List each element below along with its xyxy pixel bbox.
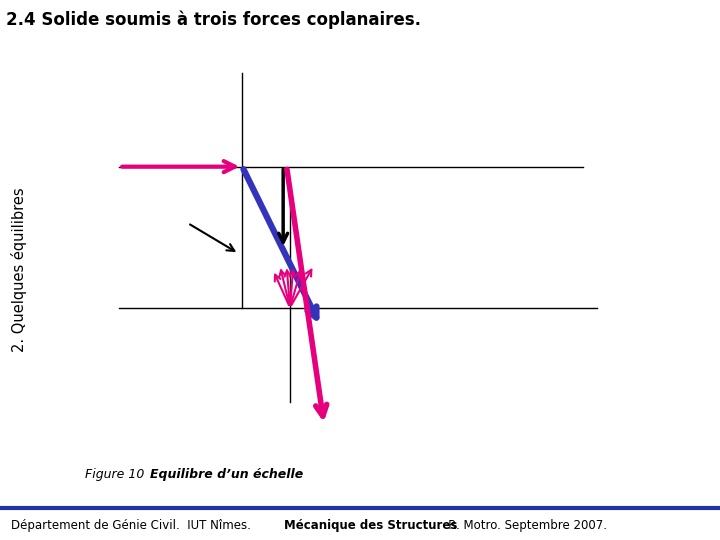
Text: Département de Génie Civil.  IUT Nîmes.: Département de Génie Civil. IUT Nîmes.: [11, 519, 258, 532]
Text: 2.4 Solide soumis à trois forces coplanaires.: 2.4 Solide soumis à trois forces coplana…: [6, 10, 420, 29]
Text: 2. Quelques équilibres: 2. Quelques équilibres: [11, 188, 27, 352]
Text: Mécanique des Structures: Mécanique des Structures: [284, 519, 458, 532]
Text: .  R. Motro. Septembre 2007.: . R. Motro. Septembre 2007.: [437, 519, 607, 532]
Text: Equilibre d’un échelle: Equilibre d’un échelle: [150, 468, 303, 482]
Text: Figure 10: Figure 10: [85, 468, 148, 482]
